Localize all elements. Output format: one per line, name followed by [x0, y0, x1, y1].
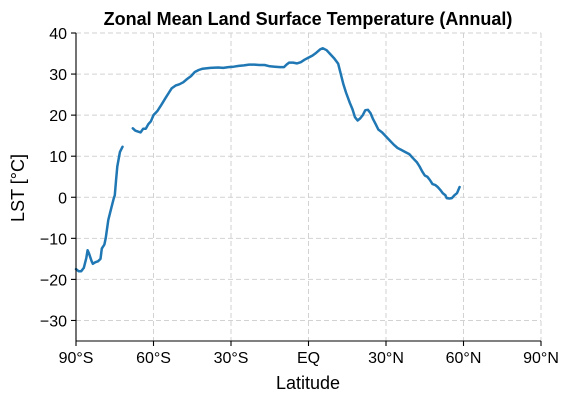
- y-tick-label: 10: [49, 149, 67, 166]
- x-tick-label: 90°N: [523, 350, 559, 367]
- y-axis-label: LST [°C]: [8, 154, 28, 222]
- y-tick-label: −30: [40, 313, 67, 330]
- x-tick-label: 90°S: [59, 350, 94, 367]
- x-axis-label: Latitude: [276, 373, 340, 393]
- series-line-segment: [74, 145, 124, 273]
- y-axis-ticks: −30 −20 −10 0 10 20 30 40: [40, 26, 76, 330]
- grid: [75, 32, 542, 341]
- y-tick-label: 20: [49, 108, 67, 125]
- y-tick-label: 30: [49, 67, 67, 84]
- x-axis-ticks: 90°S 60°S 30°S EQ 30°N 60°N 90°N: [59, 341, 559, 367]
- x-tick-label: 60°S: [136, 350, 171, 367]
- x-tick-label: 30°S: [214, 350, 249, 367]
- x-tick-label: EQ: [297, 350, 320, 367]
- series-line-segment: [131, 46, 461, 200]
- y-tick-label: −20: [40, 272, 67, 289]
- y-tick-label: 0: [58, 190, 67, 207]
- chart-title: Zonal Mean Land Surface Temperature (Ann…: [104, 9, 513, 29]
- y-tick-label: −10: [40, 231, 67, 248]
- y-tick-label: 40: [49, 26, 67, 43]
- series-layer: [74, 46, 461, 273]
- x-tick-label: 60°N: [446, 350, 482, 367]
- x-tick-label: 30°N: [368, 350, 404, 367]
